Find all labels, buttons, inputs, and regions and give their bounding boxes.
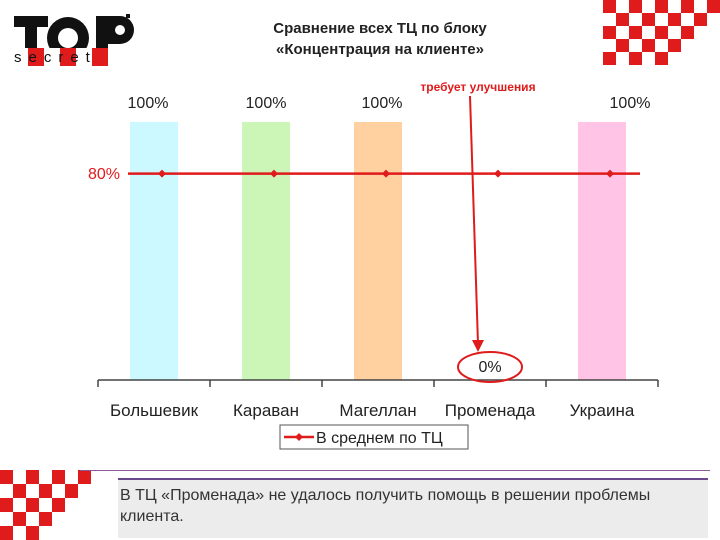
checker-square [629,26,642,39]
checker-square [629,52,642,65]
checker-square [39,484,52,498]
annotation-label: требует улучшения [420,80,535,94]
arrow-head [472,340,484,352]
checker-square [616,39,629,52]
bar-label: 100% [128,95,169,112]
average-marker [494,169,502,178]
bar-1 [130,122,178,380]
checker-square [603,26,616,39]
checker-decoration-top [603,0,720,65]
checker-square [655,0,668,13]
average-marker [158,169,166,178]
caption-text: В ТЦ «Променада» не удалось получить пом… [120,487,651,525]
average-marker [270,169,278,178]
checker-square [642,13,655,26]
bar-label: 100% [246,95,287,112]
average-label: 80% [88,166,120,183]
checker-square [65,484,78,498]
checker-square [629,0,642,13]
page-title: Сравнение всех ТЦ по блоку «Концентрация… [273,20,487,58]
checker-square [668,39,681,52]
average-marker [606,169,614,178]
bar-2 [242,122,290,380]
caption-box [118,478,708,538]
logo: secret [12,14,134,66]
category-label: Караван [233,401,299,420]
checker-square [26,526,39,540]
category-label: Украина [570,401,635,420]
checker-square [681,26,694,39]
category-label: Променада [445,401,536,420]
caption-divider [80,470,710,471]
svg-text:secret: secret [14,49,97,66]
checker-square [694,13,707,26]
checker-square [655,52,668,65]
checker-square [707,0,720,13]
bar-label: 100% [610,95,651,112]
checker-square [642,39,655,52]
checker-square [655,26,668,39]
checker-square [39,512,52,526]
checker-decoration-bottom [0,470,91,540]
checker-square [0,498,13,512]
bar-3 [354,122,402,380]
checker-square [26,470,39,484]
legend-marker [295,433,303,441]
checker-square [616,13,629,26]
bar-label: 0% [478,359,501,376]
checker-square [0,526,13,540]
checker-square [681,0,694,13]
average-marker [382,169,390,178]
checker-square [13,512,26,526]
category-label: Магеллан [339,401,416,420]
checker-square [78,470,91,484]
checker-square [603,52,616,65]
bar-label: 100% [362,95,403,112]
highlight-ellipse [457,351,523,383]
annotation-arrow [469,95,479,345]
checker-square [52,470,65,484]
checker-square [0,470,13,484]
checker-square [52,498,65,512]
checker-square [13,484,26,498]
checker-square [26,498,39,512]
bar-5 [578,122,626,380]
checker-square [668,13,681,26]
checker-square [603,0,616,13]
legend-label: В среднем по ТЦ [316,430,443,447]
category-label: Большевик [110,401,199,420]
